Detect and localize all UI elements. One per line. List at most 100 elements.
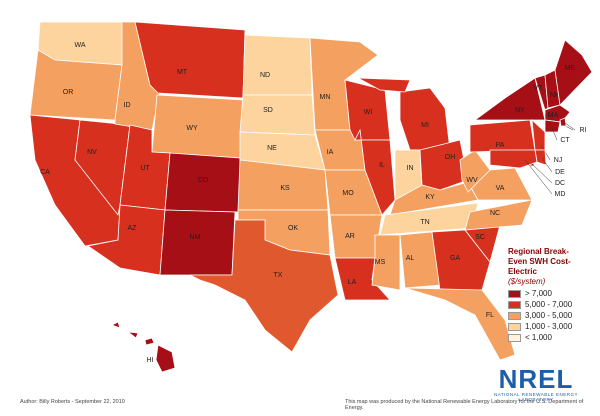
state-label: WY [186,125,198,132]
state-label: DE [555,169,565,176]
state-label: NH [550,92,560,99]
state [559,117,567,127]
state-label: RI [580,127,587,134]
state-label: OR [63,89,74,96]
state-label: ND [260,72,270,79]
state-label: ME [565,65,576,72]
state-label: KY [425,194,435,201]
state [354,128,396,216]
state-label: WV [466,177,478,184]
state [419,139,469,191]
state-label: CA [40,169,50,176]
state-label: IL [379,162,385,169]
state [134,21,246,99]
state-label: GA [450,255,460,262]
state-label: AL [406,255,415,262]
credit: This map was produced by the National Re… [345,399,584,411]
state-label: VA [496,185,505,192]
state-label: MT [177,69,188,76]
state [489,149,538,169]
legend-swatch [508,311,521,320]
leader-line [541,157,553,173]
legend-item: < 1,000 [508,332,594,343]
state-label: CO [198,177,209,184]
state [329,214,383,259]
state-label: AZ [128,225,138,232]
state-label: IA [327,149,334,156]
state [404,287,516,361]
state [242,34,313,96]
state [399,87,451,151]
state-label: NE [267,145,277,152]
state-label: TN [420,219,429,226]
state [239,94,316,136]
legend-item: 3,000 - 5,000 [508,310,594,321]
legend-item: 5,000 - 7,000 [508,299,594,310]
author: Author: Billy Roberts - September 22, 20… [20,399,125,405]
state-label: UT [140,165,150,172]
state-label: NM [190,234,201,241]
legend-label: < 1,000 [525,333,552,342]
state-label: SD [263,107,273,114]
legend-item: 1,000 - 3,000 [508,321,594,332]
state [334,257,391,301]
state [544,104,571,123]
state-label: VT [534,85,544,92]
state-label: PA [496,142,505,149]
state [159,209,236,276]
state-label: WA [74,42,85,49]
state-label: MI [421,122,429,129]
state-label: NJ [554,157,563,164]
legend-unit: ($/system) [508,277,546,286]
logo-tagline: NATIONAL RENEWABLE ENERGY LABORATORY [493,392,579,402]
state-label: NV [87,149,97,156]
legend-item: > 7,000 [508,288,594,299]
state [544,119,561,133]
state-label: MA [548,112,559,119]
state-label: AR [345,233,355,240]
state-label: WI [364,109,373,116]
state-label: ID [124,102,131,109]
leader-line [551,127,558,141]
legend-label: 3,000 - 5,000 [525,311,573,320]
state-label: FL [486,312,494,319]
state-label: LA [348,279,357,286]
legend-label: 1,000 - 3,000 [525,322,573,331]
state-label: MO [342,190,354,197]
state [144,337,155,346]
state-label: NC [490,210,500,217]
legend-swatch [508,322,521,331]
legend-label: > 7,000 [525,289,552,298]
state-label: DC [555,180,565,187]
state [189,219,339,353]
state-label: SC [475,234,485,241]
legend: Regional Break-Even SWH Cost-Electric ($… [508,247,594,343]
state-label: MD [555,191,566,198]
state [554,39,593,106]
state [357,77,411,93]
state [464,199,533,231]
state-label: NY [515,107,525,114]
logo-name: NREL [498,364,574,394]
state-label: KS [280,185,290,192]
leader-line [524,159,553,195]
leader-line [564,122,576,131]
state-label: IN [407,165,414,172]
legend-label: 5,000 - 7,000 [525,300,573,309]
state-label: TX [274,272,283,279]
state-label: CT [560,137,570,144]
state [111,321,121,329]
legend-title: Regional Break-Even SWH Cost-Electric [508,247,571,276]
state-label: MN [320,94,331,101]
logo: NREL NATIONAL RENEWABLE ENERGY LABORATOR… [480,366,592,402]
legend-swatch [508,333,521,342]
state-label: HI [147,357,154,364]
state [431,229,491,291]
state-label: MS [375,259,386,266]
state [155,344,176,373]
leader-line [531,163,553,184]
state [126,331,139,339]
state [371,234,401,291]
